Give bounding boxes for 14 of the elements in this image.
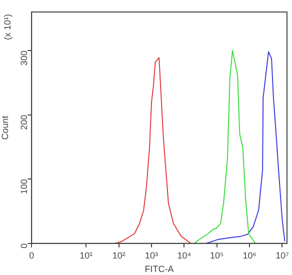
x-axis-title: FITC-A [144,264,174,274]
x-tick-label: 10⁵ [210,250,224,260]
x-tick-label: 10¹ [80,250,93,260]
y-axis-title: Count [0,115,10,140]
text: (x 10¹) [2,14,12,40]
y-tick-label: 0 [19,243,30,248]
y-tick-label: 100 [19,179,30,194]
x-tick-label: 10⁶ [242,250,257,260]
x-tick-label: 10⁷ [276,250,289,260]
x-tick-label: 10³ [145,250,158,260]
y-tick-label: 300 [19,50,30,66]
x-tick-label: 10⁴ [177,250,192,260]
y-tick-label: 200 [19,114,30,130]
x-tick-label: 10² [112,250,126,260]
